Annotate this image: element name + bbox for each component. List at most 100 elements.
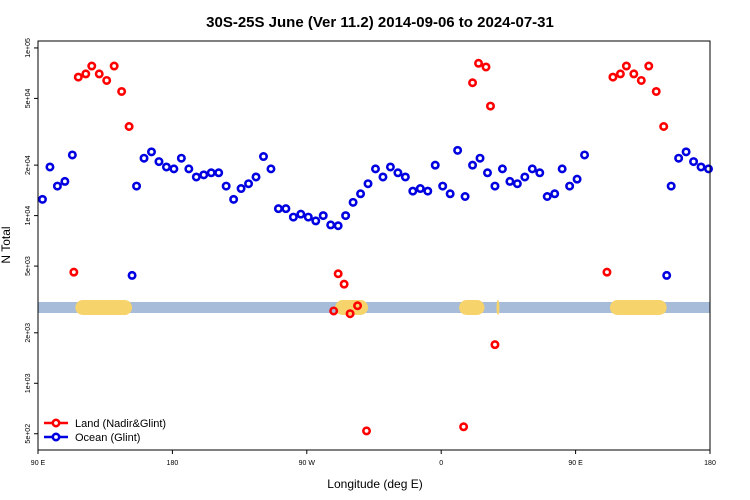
legend-label-land: Land (Nadir&Glint) [75, 418, 166, 430]
ocean-point [60, 176, 70, 186]
ocean-point [580, 150, 590, 160]
land-point [490, 340, 500, 350]
ocean-point [37, 194, 47, 204]
ocean-point [139, 153, 149, 163]
land-point [69, 267, 79, 277]
land-point [608, 72, 618, 82]
land-point [602, 267, 612, 277]
land-band-segment [75, 300, 133, 315]
ocean-point [497, 164, 507, 174]
ocean-point [229, 194, 239, 204]
ocean-point [505, 176, 515, 186]
ocean-point [468, 160, 478, 170]
ocean-point [127, 270, 137, 280]
ocean-point [666, 181, 676, 191]
ocean-point [689, 157, 699, 167]
ocean-point [681, 147, 691, 157]
ocean-point [236, 184, 246, 194]
ocean-point [161, 162, 171, 172]
ocean-point [527, 164, 537, 174]
chart-title: 30S-25S June (Ver 11.2) 2014-09-06 to 20… [206, 14, 554, 31]
land-point [636, 75, 646, 85]
legend: Land (Nadir&Glint) Ocean (Glint) [44, 418, 166, 444]
ocean-point [393, 168, 403, 178]
ocean-point [557, 164, 567, 174]
ocean-point [542, 192, 552, 202]
legend-marker-land [51, 418, 61, 428]
ocean-point [385, 162, 395, 172]
ocean-point [132, 181, 142, 191]
land-point [353, 301, 363, 311]
y-tick-label: 1e+05 [25, 38, 32, 58]
land-point [481, 62, 491, 72]
ocean-point [296, 209, 306, 219]
ocean-point [460, 192, 470, 202]
land-band-segment [496, 300, 500, 315]
ocean-point [408, 186, 418, 196]
y-tick-label: 5e+02 [25, 424, 32, 444]
ocean-point [288, 212, 298, 222]
ocean-point [191, 172, 201, 182]
y-tick-label: 5e+04 [25, 88, 32, 108]
ocean-point [378, 172, 388, 182]
ocean-point [199, 170, 209, 180]
ocean-point [415, 184, 425, 194]
ocean-point [348, 197, 358, 207]
ocean-point [400, 172, 410, 182]
land-point [459, 422, 469, 432]
ocean-point [356, 189, 366, 199]
ocean-point [169, 164, 179, 174]
land-point [659, 121, 669, 131]
ocean-point [311, 216, 321, 226]
x-tick-label: 0 [439, 460, 443, 467]
y-tick-label: 1e+04 [25, 206, 32, 226]
ocean-point [251, 172, 261, 182]
land-point [87, 61, 97, 71]
land-point [109, 61, 119, 71]
land-band-segment [609, 300, 667, 315]
ocean-point [662, 270, 672, 280]
ocean-point [214, 168, 224, 178]
ocean-point [565, 181, 575, 191]
land-point [615, 69, 625, 79]
x-tick-label: 180 [704, 460, 716, 467]
x-tick-label: 90 E [31, 460, 46, 467]
land-point [329, 306, 339, 316]
ocean-point [318, 211, 328, 221]
ocean-point [266, 164, 276, 174]
ocean-point [445, 189, 455, 199]
ocean-point [341, 211, 351, 221]
legend-marker-ocean [51, 432, 61, 442]
land-point [644, 61, 654, 71]
land-point [468, 78, 478, 88]
ocean-point [206, 168, 216, 178]
land-point [629, 69, 639, 79]
ocean-point [370, 164, 380, 174]
x-tick-label: 90 W [299, 460, 316, 467]
ocean-point [303, 212, 313, 222]
land-band-segment [459, 300, 485, 315]
ocean-point [475, 153, 485, 163]
ocean-point [438, 181, 448, 191]
ocean-point [154, 157, 164, 167]
ocean-point [430, 160, 440, 170]
y-axis-label: N Total [0, 226, 13, 263]
y-axis-ticks: 5e+02 1e+03 2e+03 5e+03 1e+04 2e+04 5e+04 1e+05 [25, 38, 38, 444]
x-axis-ticks: 90 E 180 90 W 0 90 E 180 [31, 450, 716, 467]
ocean-point [535, 168, 545, 178]
ocean-point [45, 162, 55, 172]
y-tick-label: 1e+03 [25, 373, 32, 393]
ocean-point [363, 179, 373, 189]
land-point [333, 269, 343, 279]
ocean-point [512, 179, 522, 189]
ocean-point [326, 220, 336, 230]
land-point [345, 309, 355, 319]
ocean-point [273, 204, 283, 214]
ocean-point [550, 189, 560, 199]
land-point [474, 58, 484, 68]
land-band-segment [335, 300, 369, 315]
x-tick-label: 180 [167, 460, 179, 467]
land-mask-band [38, 300, 710, 315]
ocean-point [674, 153, 684, 163]
